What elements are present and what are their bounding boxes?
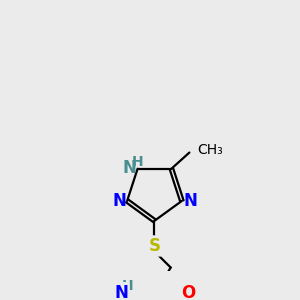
Text: N: N [114,284,128,300]
Text: N: N [112,192,126,210]
Text: N: N [183,192,197,210]
Text: H: H [132,154,143,169]
Text: N: N [123,159,136,177]
Text: O: O [181,284,195,300]
Text: CH₃: CH₃ [197,143,223,157]
Text: S: S [148,237,160,255]
Text: H: H [122,279,133,293]
